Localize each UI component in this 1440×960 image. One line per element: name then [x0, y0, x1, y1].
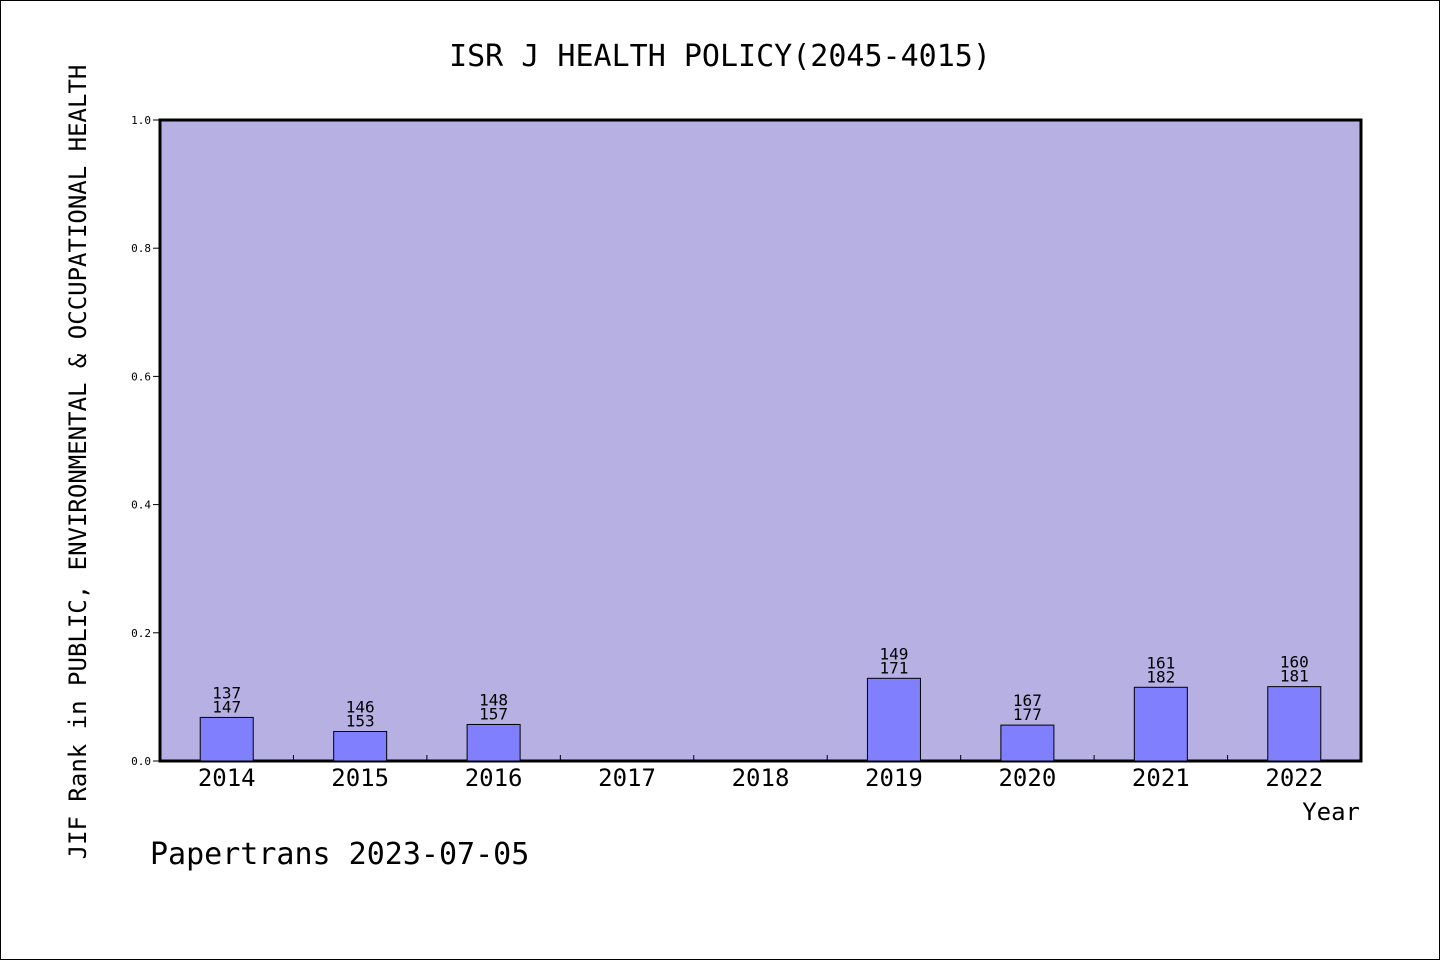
bar-label-total: 153	[346, 712, 375, 731]
x-tick-label: 2014	[198, 764, 256, 792]
x-axis-label: Year	[1302, 798, 1360, 826]
bar-2014	[199, 716, 254, 762]
bar-series	[199, 677, 1322, 762]
x-tick-label: 2022	[1265, 764, 1323, 792]
x-tick-label: 2018	[732, 764, 790, 792]
bar-2019	[866, 677, 921, 762]
bar-label-total: 171	[879, 658, 908, 677]
bar-2022	[1267, 686, 1322, 762]
bar-label-rank: 146	[346, 698, 375, 717]
x-tick-label: 2021	[1132, 764, 1190, 792]
bar-label-total: 181	[1280, 667, 1309, 686]
bar-label-rank: 148	[479, 690, 508, 709]
bar-2020	[1000, 724, 1055, 762]
y-tick-label: 0.6	[131, 370, 151, 383]
y-tick-label: 0.0	[131, 755, 151, 768]
y-tick-label: 0.2	[131, 627, 151, 640]
x-tick-label: 2019	[865, 764, 923, 792]
x-tick-label: 2017	[598, 764, 656, 792]
plot-area	[158, 118, 1363, 763]
bar-label-total: 157	[479, 704, 508, 723]
y-axis: 0.0 0.2 0.4 0.6 0.8 1.0	[131, 114, 160, 768]
bar-2021	[1133, 686, 1188, 762]
y-tick-label: 0.4	[131, 499, 151, 512]
x-tick-label: 2015	[331, 764, 389, 792]
bar-2015	[333, 731, 388, 762]
footer-credit: Papertrans 2023-07-05	[150, 837, 529, 872]
bar-label-total: 177	[1013, 705, 1042, 724]
bar-2016	[466, 723, 521, 762]
bar-label-rank: 161	[1146, 653, 1175, 672]
chart-title: ISR J HEALTH POLICY(2045-4015)	[449, 39, 991, 74]
bar-label-rank: 137	[212, 683, 241, 702]
bar-label-rank: 160	[1280, 653, 1309, 672]
x-tick-label: 2020	[998, 764, 1056, 792]
y-tick-label: 0.8	[131, 242, 151, 255]
x-tick-label: 2016	[465, 764, 523, 792]
bar-label-total: 147	[212, 697, 241, 716]
bar-label-rank: 167	[1013, 691, 1042, 710]
bar-label-total: 182	[1146, 667, 1175, 686]
y-tick-label: 1.0	[131, 114, 151, 127]
y-axis-label: JIF Rank in PUBLIC, ENVIRONMENTAL & OCCU…	[64, 65, 92, 860]
bar-label-rank: 149	[879, 644, 908, 663]
x-axis: 2014 2015 2016 2017 2018 2019 2020 2021 2022	[198, 755, 1323, 792]
